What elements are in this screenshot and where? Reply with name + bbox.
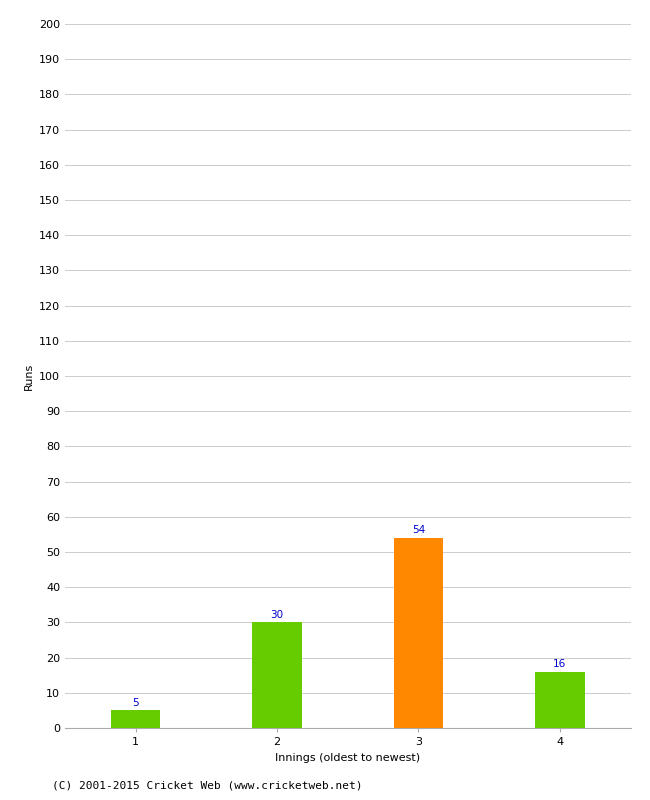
Bar xyxy=(252,622,302,728)
Text: (C) 2001-2015 Cricket Web (www.cricketweb.net): (C) 2001-2015 Cricket Web (www.cricketwe… xyxy=(52,781,363,790)
Text: 30: 30 xyxy=(270,610,283,619)
Y-axis label: Runs: Runs xyxy=(23,362,33,390)
Bar xyxy=(394,538,443,728)
Text: 54: 54 xyxy=(412,525,425,535)
Bar xyxy=(111,710,161,728)
Text: 5: 5 xyxy=(133,698,139,707)
Bar xyxy=(535,672,584,728)
X-axis label: Innings (oldest to newest): Innings (oldest to newest) xyxy=(275,753,421,762)
Text: 16: 16 xyxy=(553,659,566,669)
